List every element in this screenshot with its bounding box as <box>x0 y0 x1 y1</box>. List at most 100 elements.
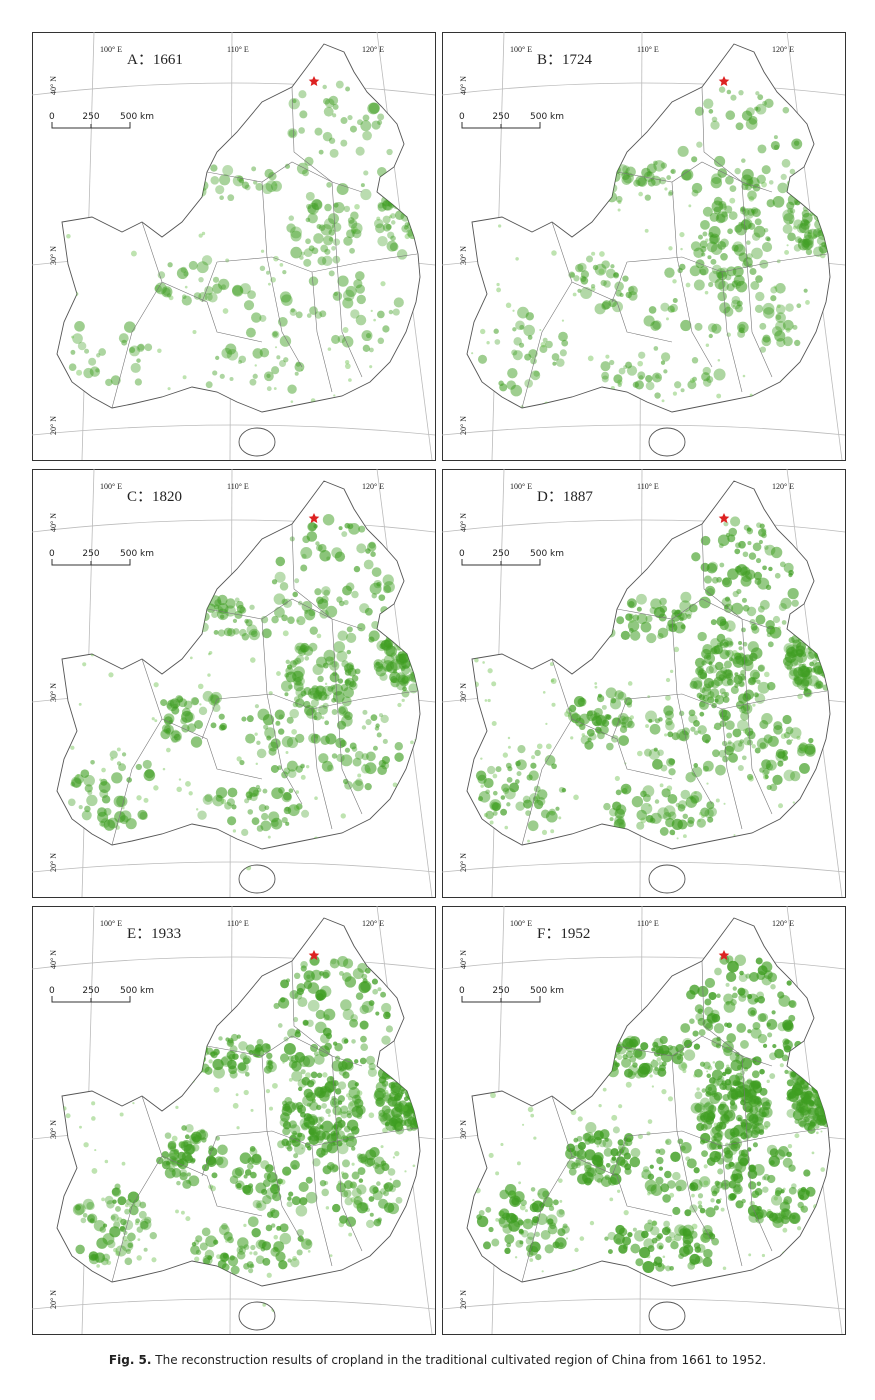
cropland-patch <box>324 1042 332 1051</box>
cropland-patch <box>666 175 672 180</box>
cropland-patch <box>201 1164 210 1172</box>
cropland-patch <box>394 1150 400 1157</box>
province-border <box>141 1095 263 1217</box>
cropland-patch <box>157 271 166 279</box>
cropland-patch <box>514 779 520 784</box>
cropland-patch <box>731 1193 738 1199</box>
cropland-patch <box>338 600 345 607</box>
cropland-patch <box>657 749 664 756</box>
cropland-patch <box>342 585 353 596</box>
cropland-patch <box>739 988 749 998</box>
graticule <box>441 956 846 970</box>
cropland-patch <box>537 1187 549 1200</box>
cropland-patch <box>392 1156 396 1159</box>
cropland-patch <box>652 758 663 770</box>
cropland-patch <box>318 1116 325 1122</box>
cropland-patch <box>83 1142 89 1148</box>
cropland-patch <box>753 225 766 238</box>
cropland-patch <box>530 1113 535 1118</box>
cropland-patch <box>779 1063 784 1068</box>
cropland-patch <box>769 628 776 635</box>
cropland-patch <box>763 734 773 744</box>
cropland-patch <box>333 1130 340 1136</box>
cropland-patch <box>667 191 673 197</box>
cropland-patch <box>646 1131 651 1136</box>
cropland-patch <box>263 371 274 382</box>
cropland-patch <box>309 1095 316 1102</box>
cropland-patch <box>746 253 753 260</box>
cropland-patch <box>480 328 486 335</box>
cropland-patch <box>680 789 691 800</box>
cropland-patch <box>127 1232 136 1242</box>
cropland-patch <box>738 993 747 1002</box>
island <box>238 1301 276 1331</box>
cropland-patch <box>355 992 364 1000</box>
cropland-patch <box>119 815 129 825</box>
cropland-patch <box>576 1135 583 1142</box>
cropland-patch <box>331 334 341 344</box>
cropland-patch <box>487 698 491 703</box>
cropland-patch <box>111 772 123 784</box>
cropland-patch <box>279 1232 292 1245</box>
cropland-patch <box>752 183 761 192</box>
cropland-patch <box>741 1198 746 1204</box>
cropland-patch <box>627 286 635 293</box>
cropland-patch <box>218 278 230 291</box>
cropland-patch <box>134 1221 139 1226</box>
cropland-patch <box>737 330 746 338</box>
cropland-patch <box>636 821 645 830</box>
cropland-patch <box>644 228 649 233</box>
cropland-patch <box>178 778 182 781</box>
cropland-patch <box>380 991 387 998</box>
cropland-patch <box>586 728 595 737</box>
cropland-patch <box>620 783 632 795</box>
scale-bar <box>461 996 541 1003</box>
cropland-patch <box>644 1179 657 1192</box>
cropland-patch <box>246 794 252 801</box>
cropland-patch <box>232 1102 239 1109</box>
cropland-patch <box>723 660 732 669</box>
cropland-patch <box>718 200 727 209</box>
cropland-patch <box>335 1116 343 1124</box>
cropland-patch <box>254 364 257 367</box>
cropland-patch <box>636 809 648 821</box>
island <box>648 864 686 894</box>
cropland-patch <box>352 228 362 239</box>
cropland-patch <box>750 1027 762 1039</box>
cropland-patch <box>522 1218 534 1230</box>
province-border <box>111 281 163 409</box>
cropland-patch <box>153 682 159 688</box>
cropland-patch <box>307 982 320 994</box>
cropland-patch <box>731 649 738 656</box>
cropland-patch <box>477 796 484 802</box>
cropland-patch <box>325 733 337 745</box>
cropland-patch <box>355 314 367 326</box>
cropland-patch <box>266 1052 273 1060</box>
cropland-patch <box>672 298 678 304</box>
cropland-patch <box>154 719 158 723</box>
cropland-patch <box>370 309 373 312</box>
cropland-patch <box>110 1213 119 1222</box>
cropland-patch <box>507 766 513 772</box>
cropland-patch <box>167 387 171 391</box>
cropland-patch <box>395 1123 402 1130</box>
island <box>648 1301 686 1331</box>
cropland-patch <box>305 191 315 201</box>
cropland-patch <box>697 1193 704 1199</box>
cropland-patch <box>300 965 307 972</box>
cropland-patch <box>680 1023 691 1033</box>
cropland-patch <box>749 669 760 680</box>
province-border <box>616 161 743 183</box>
cropland-patch <box>286 760 298 772</box>
cropland-patch <box>305 1191 318 1204</box>
cropland-patch <box>730 1141 741 1152</box>
cropland-patch <box>336 1140 343 1147</box>
cropland-patch <box>319 550 331 562</box>
cropland-patch <box>764 671 770 678</box>
cropland-patch <box>172 703 178 709</box>
cropland-patch <box>300 1069 306 1075</box>
cropland-patch <box>185 1216 191 1222</box>
cropland-patch <box>668 246 673 251</box>
cropland-patch <box>741 627 746 633</box>
cropland-patch <box>579 713 591 725</box>
